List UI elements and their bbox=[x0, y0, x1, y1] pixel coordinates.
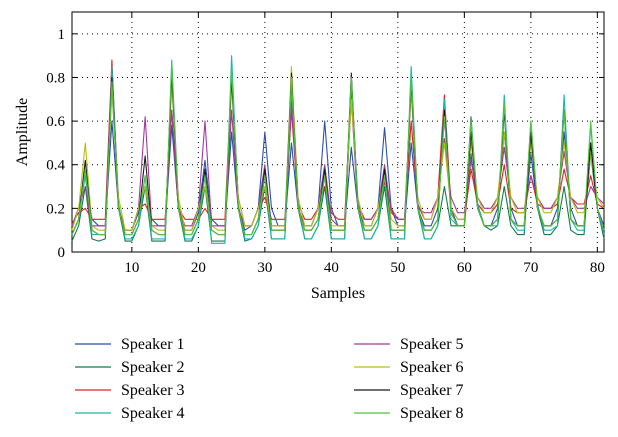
legend: Speaker 1 Speaker 2 Speaker 3 Speaker 4 Spea… bbox=[75, 336, 464, 422]
grid-lines bbox=[72, 12, 604, 252]
y-axis-label: Amplitude bbox=[14, 98, 31, 166]
series-line-speaker-4 bbox=[71, 55, 605, 244]
x-tick-label: 10 bbox=[124, 260, 139, 276]
y-tick-label: 0.8 bbox=[46, 70, 65, 86]
y-tick-label: 0.2 bbox=[46, 201, 65, 217]
series-line-speaker-6 bbox=[71, 66, 605, 231]
legend-label-speaker-3: Speaker 3 bbox=[121, 382, 185, 399]
series-line-speaker-2 bbox=[71, 66, 605, 242]
x-axis-label: Samples bbox=[311, 285, 365, 302]
x-tick-label: 20 bbox=[191, 260, 206, 276]
y-tick-label: 0 bbox=[58, 245, 66, 261]
legend-label-speaker-6: Speaker 6 bbox=[400, 359, 464, 376]
x-tick-label: 80 bbox=[590, 260, 605, 276]
legend-label-speaker-4: Speaker 4 bbox=[121, 405, 185, 422]
y-tick-label: 1 bbox=[58, 27, 66, 43]
series-line-speaker-3 bbox=[71, 59, 605, 231]
x-tick-label: 40 bbox=[324, 260, 339, 276]
x-tick-label: 60 bbox=[457, 260, 472, 276]
legend-label-speaker-8: Speaker 8 bbox=[400, 405, 464, 422]
series-line-speaker-8 bbox=[71, 63, 605, 236]
legend-label-speaker-2: Speaker 2 bbox=[121, 359, 185, 376]
legend-label-speaker-1: Speaker 1 bbox=[121, 336, 185, 353]
y-tick-label: 0.4 bbox=[46, 158, 65, 174]
x-tick-label: 50 bbox=[390, 260, 405, 276]
x-tick-label: 30 bbox=[257, 260, 272, 276]
plot-area-frame bbox=[71, 11, 605, 253]
legend-label-speaker-7: Speaker 7 bbox=[400, 382, 464, 399]
series-lines bbox=[71, 55, 605, 244]
x-tick-label: 70 bbox=[523, 260, 538, 276]
legend-label-speaker-5: Speaker 5 bbox=[400, 336, 464, 353]
y-tick-label: 0.6 bbox=[46, 114, 65, 130]
axis-ticks: 10 20 30 40 50 60 70 80 0 0.2 0.4 0.6 0.8 1 bbox=[46, 12, 605, 276]
